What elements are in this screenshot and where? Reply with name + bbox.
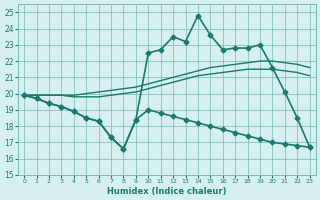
X-axis label: Humidex (Indice chaleur): Humidex (Indice chaleur)	[107, 187, 227, 196]
